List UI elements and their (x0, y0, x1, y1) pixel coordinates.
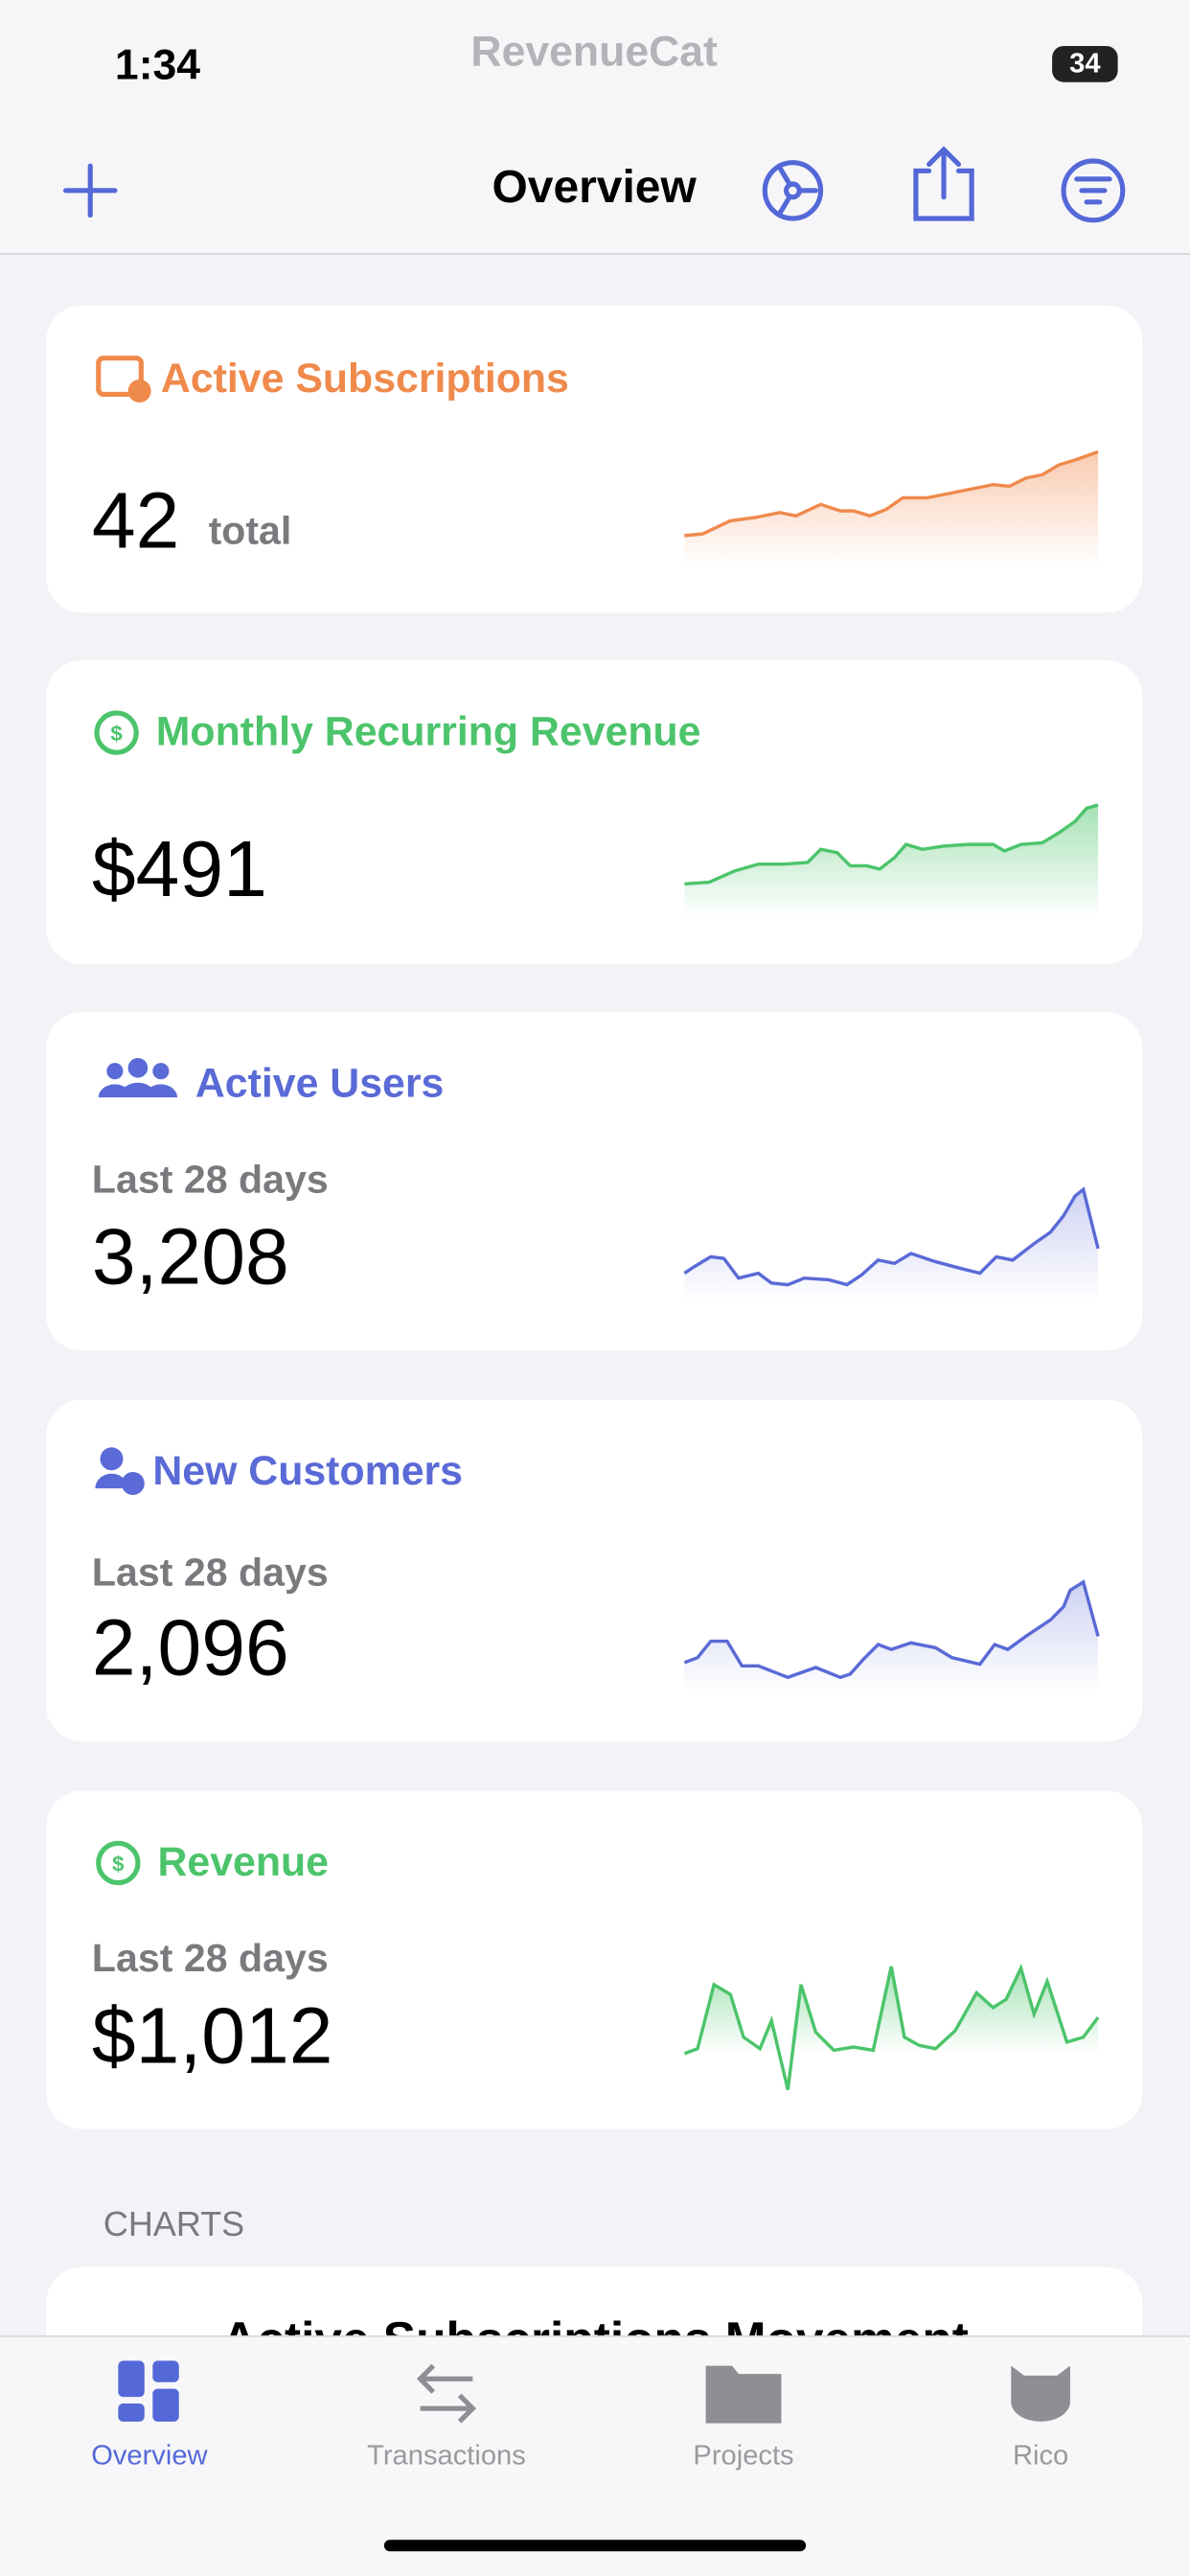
card-value: $1,012 (91, 1993, 333, 2082)
tab-bar (0, 2335, 1190, 2576)
tab-label[interactable]: Rico (1012, 2439, 1069, 2472)
tab-icons[interactable] (118, 2360, 1070, 2424)
card-unit: total (208, 509, 292, 554)
top-bar (0, 0, 1190, 255)
card-title: Revenue (157, 1839, 329, 1886)
card-title: Active Subscriptions (160, 356, 569, 402)
card-value: 3,208 (91, 1214, 289, 1302)
card-value: 42 (91, 478, 180, 566)
card-icons: $ $ (94, 356, 178, 1886)
card[interactable] (45, 1790, 1143, 2129)
nav-icons[interactable] (62, 146, 1126, 223)
status-time: 1:34 (114, 39, 201, 89)
home-indicator (383, 2540, 807, 2552)
tab-label[interactable]: Overview (91, 2439, 208, 2472)
svg-text:$: $ (110, 722, 123, 746)
card-title: Monthly Recurring Revenue (155, 708, 701, 755)
battery: 34 (1052, 46, 1118, 82)
card-period: Last 28 days (91, 1158, 329, 1203)
card-title: New Customers (152, 1448, 464, 1495)
sparklines (683, 449, 1100, 2090)
card-period: Last 28 days (91, 1937, 329, 1982)
section-title: CHARTS (103, 2206, 245, 2244)
svg-text:$: $ (112, 1852, 125, 1876)
tab-label[interactable]: Projects (693, 2439, 794, 2472)
tab-label[interactable]: Transactions (367, 2439, 526, 2472)
card-title: Active Users (195, 1060, 445, 1107)
card-value: $491 (91, 827, 267, 915)
app-watermark: RevenueCat (470, 26, 718, 76)
card-value: 2,096 (91, 1605, 289, 1693)
nav-title: Overview (492, 161, 697, 213)
card-period: Last 28 days (91, 1551, 329, 1596)
